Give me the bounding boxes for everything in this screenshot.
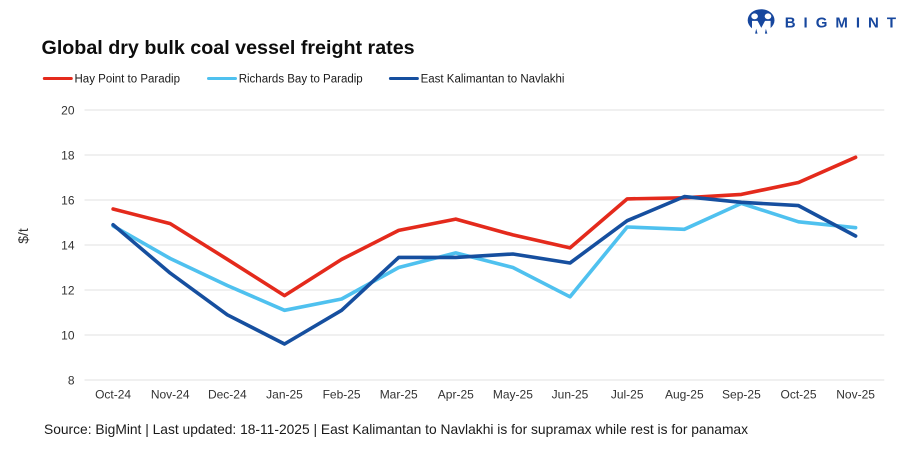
svg-text:Jun-25: Jun-25 <box>552 388 589 402</box>
svg-text:Richards Bay to Paradip: Richards Bay to Paradip <box>239 74 363 86</box>
svg-text:12: 12 <box>61 283 75 297</box>
svg-text:Sep-25: Sep-25 <box>722 388 761 402</box>
svg-text:Global dry bulk coal vessel fr: Global dry bulk coal vessel freight rate… <box>42 37 415 59</box>
svg-text:20: 20 <box>61 103 75 117</box>
svg-text:Jan-25: Jan-25 <box>266 388 303 402</box>
svg-text:Nov-24: Nov-24 <box>151 388 190 402</box>
svg-text:8: 8 <box>68 373 75 387</box>
svg-text:18: 18 <box>61 148 75 162</box>
svg-text:Hay Point to Paradip: Hay Point to Paradip <box>75 74 180 86</box>
svg-text:$/t: $/t <box>15 228 31 244</box>
svg-text:Feb-25: Feb-25 <box>323 388 361 402</box>
svg-text:Source: BigMint | Last updated: Source: BigMint | Last updated: 18-11-20… <box>44 422 748 437</box>
svg-text:Dec-24: Dec-24 <box>208 388 247 402</box>
svg-text:Oct-25: Oct-25 <box>780 388 816 402</box>
svg-text:14: 14 <box>61 238 75 252</box>
svg-text:East Kalimantan to Navlakhi: East Kalimantan to Navlakhi <box>421 74 565 86</box>
svg-text:Aug-25: Aug-25 <box>665 388 704 402</box>
svg-text:Nov-25: Nov-25 <box>836 388 875 402</box>
svg-text:May-25: May-25 <box>493 388 533 402</box>
svg-text:Apr-25: Apr-25 <box>438 388 474 402</box>
svg-text:Jul-25: Jul-25 <box>611 388 644 402</box>
svg-text:10: 10 <box>61 328 75 342</box>
svg-text:BIGMINT: BIGMINT <box>785 15 904 32</box>
svg-text:16: 16 <box>61 193 75 207</box>
svg-text:Oct-24: Oct-24 <box>95 388 131 402</box>
svg-text:Mar-25: Mar-25 <box>380 388 418 402</box>
